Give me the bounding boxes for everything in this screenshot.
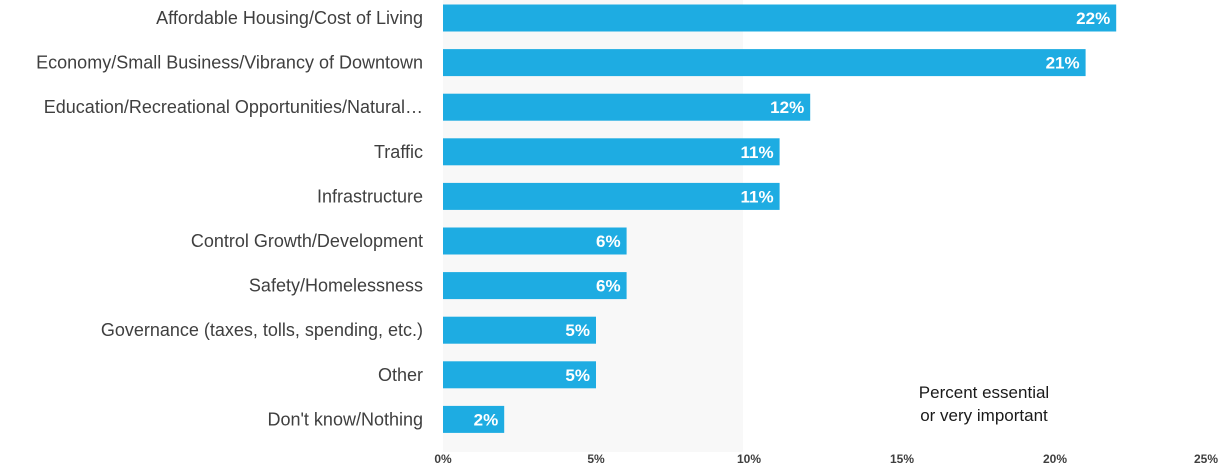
value-label: 11% [741, 187, 774, 206]
x-tick-label: 10% [737, 452, 761, 466]
bar [443, 405, 505, 433]
category-label: Other [378, 365, 423, 385]
value-label: 6% [596, 232, 621, 251]
category-label: Economy/Small Business/Vibrancy of Downt… [36, 53, 423, 73]
category-labels-group: Affordable Housing/Cost of Living Economy… [36, 8, 423, 429]
x-tick-label: 25% [1194, 452, 1218, 466]
category-label: Safety/Homelessness [249, 276, 423, 296]
value-labels-group: 22% 21% 12% 11% 11% 6% 6% 5% 5% 2% [474, 9, 1111, 429]
value-label: 12% [770, 98, 804, 117]
value-label: 22% [1076, 9, 1110, 28]
bar [443, 316, 596, 344]
x-tick-label: 20% [1043, 452, 1067, 466]
bar [443, 49, 1086, 77]
category-label: Control Growth/Development [191, 231, 423, 251]
category-label: Affordable Housing/Cost of Living [156, 8, 423, 28]
category-label: Don't know/Nothing [267, 409, 423, 429]
category-label: Governance (taxes, tolls, spending, etc.… [101, 320, 423, 340]
x-tick-labels-group: 0% 5% 10% 15% 20% 25% [434, 452, 1218, 466]
bar [443, 227, 627, 255]
chart-note-line-2: or very important [920, 406, 1048, 425]
x-tick-label: 5% [587, 452, 605, 466]
value-label: 6% [596, 277, 621, 296]
chart-note: Percent essential or very important [884, 381, 1084, 427]
x-tick-label: 15% [890, 452, 914, 466]
value-label: 21% [1046, 54, 1080, 73]
bar [443, 182, 780, 210]
x-tick-label: 0% [434, 452, 452, 466]
chart-note-line-1: Percent essential [918, 383, 1050, 402]
bar [443, 138, 780, 166]
category-label: Traffic [374, 142, 423, 162]
bar [443, 272, 627, 300]
value-label: 2% [474, 410, 499, 429]
value-label: 5% [565, 321, 590, 340]
value-label: 11% [741, 143, 774, 162]
bar [443, 361, 596, 389]
category-label: Education/Recreational Opportunities/Nat… [44, 97, 423, 117]
value-label: 5% [565, 366, 590, 385]
bar [443, 4, 1117, 32]
category-label: Infrastructure [317, 186, 423, 206]
bars-group [443, 4, 1117, 433]
bar [443, 93, 811, 121]
